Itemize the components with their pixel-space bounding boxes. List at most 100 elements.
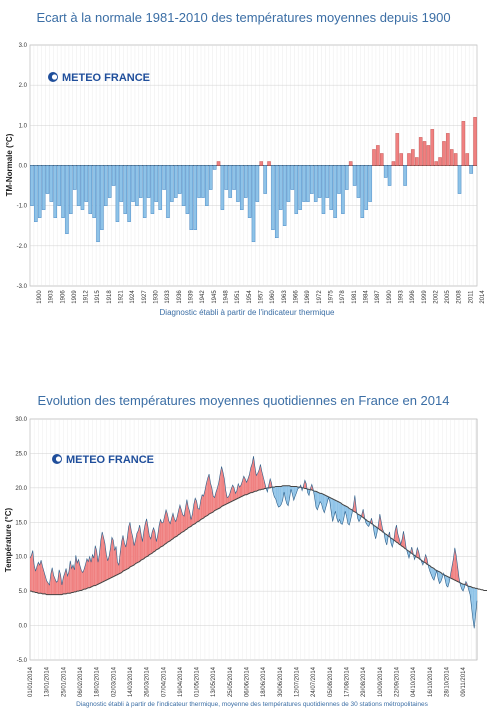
chart2-anomaly-segment [242,476,244,497]
chart2-anomaly-segment [222,472,225,506]
chart2-x-tick-label: 06/06/2014 [245,666,251,697]
chart2-x-tick-label: 25/01/2014 [61,666,67,697]
chart2-anomaly-segment [138,525,140,563]
chart2-anomaly-segment [286,485,289,506]
chart2-anomaly-segment [234,487,236,501]
chart2-x-tick-label: 01/05/2014 [195,666,201,697]
chart1-x-tick-label: 2005 [445,290,451,304]
chart2-anomaly-segment [417,547,419,559]
chart2-anomaly-segment [402,531,404,548]
chart1-bar [224,165,229,190]
chart2-anomaly-segment [225,490,228,505]
chart2-anomaly-segment [213,496,215,512]
chart1-x-tick-label: 1957 [259,290,265,304]
chart2-anomaly-segment [77,559,79,592]
chart1-y-tick-label: -2.0 [17,244,28,250]
chart2-anomaly-segment [332,498,335,522]
chart2-anomaly-segment [85,558,87,590]
chart2-anomaly-segment [474,587,476,629]
chart2-anomaly-segment [43,571,46,594]
chart1-bar [465,153,470,166]
chart2-anomaly-segment [57,569,60,595]
chart2-x-tick-label: 29/08/2014 [361,666,367,697]
chart2-anomaly-segment [211,487,214,513]
chart2-anomaly-segment [121,535,124,573]
chart2-x-tick-label: 18/02/2014 [95,666,101,697]
chart1-title: Ecart à la normale 1981-2010 des tempéra… [36,10,451,25]
chart2-anomaly-segment [54,578,57,595]
chart2-anomaly-segment [106,554,108,581]
chart1-bar [80,165,85,210]
chart1-bar [61,165,65,218]
chart2-x-ticks: 01/01/2014 13/01/2014 25/01/2014 06/02/2014… [28,666,467,697]
chart1-x-tick-label: 1909 [72,290,78,304]
chart2-anomaly-segment [110,537,112,579]
chart1-bar [251,165,256,243]
chart1-x-ticks: 1900 1903 1906 1909 1912 1915 1918 1921 1924 1927… [37,290,486,304]
chart1-x-tick-label: 2014 [480,290,486,304]
chart2-anomaly-segment [250,463,253,493]
chart2-anomaly-segment [178,505,180,535]
chart2-anomaly-segment [390,538,393,548]
chart2-anomaly-segment [197,508,200,522]
chart2-lines [29,456,487,629]
chart2-anomaly-segment [96,550,99,585]
chart2-anomaly-segment [161,522,164,547]
chart1-bar [352,165,357,186]
chart1-bar [325,165,330,198]
chart1-bar [278,165,283,210]
chart1-x-tick-label: 1939 [189,290,195,304]
chart1-x-tick-label: 1933 [165,290,171,304]
chart2-anomaly-segment [84,564,86,590]
chart1-bar [123,165,127,214]
chart1-x-tick-label: 1984 [363,290,369,304]
chart1-x-tick-label: 1993 [398,290,404,304]
chart2-anomaly-segment [403,531,405,549]
chart2-anomaly-segment [68,560,71,594]
chart1-x-tick-label: 1936 [177,290,183,304]
chart2-anomaly-segment [179,505,182,534]
chart1-bar [399,153,403,166]
chart1-bar [298,165,302,210]
chart1-logo-text: METEO FRANCE [62,72,150,84]
chart2-anomaly-segment [232,485,235,501]
chart2-anomaly-segment [146,518,148,557]
chart1-bar [426,145,431,166]
chart1-x-tick-label: 1942 [200,290,206,304]
chart2-x-tick-label: 09/11/2014 [461,667,467,697]
chart1-y-tick-label: 2.0 [19,83,28,89]
chart2-anomaly-segment [320,493,322,504]
chart1-y-tick-label: 0.0 [19,164,28,170]
chart2-anomaly-segment [374,525,376,539]
chart2-anomaly-segment [396,525,398,543]
chart2-x-tick-label: 13/01/2014 [45,666,51,697]
chart2-x-tick-label: 04/10/2014 [411,666,417,697]
chart2-anomaly-segment [100,531,103,583]
chart1-bar [457,165,462,194]
chart1-bar [380,153,384,166]
chart1-y-axis-label: TM-Normale (°C) [5,133,14,196]
chart2-x-tick-label: 06/02/2014 [78,666,84,697]
chart1-bar [96,165,100,243]
chart2-x-tick-label: 18/06/2014 [261,666,267,697]
chart1-bar [391,161,396,166]
chart1-bar [376,145,380,166]
chart2-anomaly-segment [181,509,183,533]
chart2-anomaly-segment [75,555,78,592]
chart1-bar [411,149,415,166]
chart2-anomaly-segment [71,564,74,593]
chart2-x-tick-label: 17/08/2014 [345,666,351,697]
chart1-bar [158,165,162,210]
chart1-bar [72,165,77,190]
chart1-bar [34,165,38,222]
chart2-anomaly-segment [195,498,197,524]
chart1-bar [418,137,423,166]
chart2-anomaly-segment [338,501,340,523]
chart1-x-tick-label: 1903 [49,290,55,304]
chart1-x-tick-label: 1951 [235,290,241,304]
chart1-bar [104,165,108,206]
chart2-anomaly-segment [321,493,323,510]
chart2-y-tick-label: 30.0 [15,417,27,423]
chart1-bar [220,165,225,210]
chart2-anomaly-segment [238,483,240,499]
